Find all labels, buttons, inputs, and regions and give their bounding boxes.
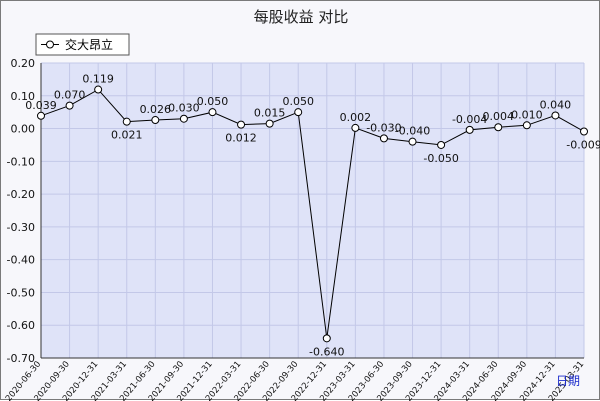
legend-box	[35, 33, 130, 56]
y-tick-label: -0.10	[7, 155, 35, 168]
y-tick-label: 0.10	[11, 90, 36, 103]
data-label: 0.026	[140, 103, 172, 116]
data-point	[294, 108, 303, 117]
y-tick-label: 0.00	[11, 123, 36, 136]
data-point	[465, 125, 474, 134]
data-label: 0.070	[54, 89, 86, 102]
data-point	[379, 134, 388, 143]
legend-series-label: 交大昂立	[65, 37, 113, 52]
x-axis-name: 日期	[556, 374, 580, 388]
legend: 交大昂立	[35, 33, 130, 56]
y-tick-label: 0.20	[11, 57, 36, 70]
data-point	[94, 85, 103, 94]
data-label: -0.050	[423, 152, 458, 165]
data-label: 0.012	[225, 132, 257, 145]
data-label: 0.010	[511, 108, 543, 121]
data-point	[151, 116, 160, 125]
data-point	[265, 119, 274, 128]
data-point	[580, 127, 588, 136]
data-point	[237, 120, 246, 129]
data-label: 0.004	[483, 110, 515, 123]
legend-marker-swatch	[46, 40, 54, 49]
data-label: 0.050	[197, 95, 229, 108]
data-label: -0.004	[452, 113, 487, 126]
data-label: -0.640	[309, 345, 344, 358]
data-label: 0.021	[111, 129, 143, 142]
data-label: -0.040	[395, 125, 430, 138]
data-point	[37, 111, 45, 120]
data-point	[179, 114, 188, 123]
y-tick-label: -0.30	[7, 221, 35, 234]
data-point	[494, 123, 503, 132]
data-label: 0.039	[25, 99, 57, 112]
y-tick-label: -0.50	[7, 286, 35, 299]
y-tick-label: -0.70	[7, 352, 35, 365]
data-label: 0.050	[282, 95, 314, 108]
data-label: -0.030	[366, 121, 401, 134]
data-label: -0.009	[566, 139, 600, 152]
y-tick-label: -0.20	[7, 188, 35, 201]
plot-area	[41, 63, 584, 358]
y-tick-label: -0.60	[7, 319, 35, 332]
y-tick-label: -0.40	[7, 254, 35, 267]
data-point	[351, 123, 360, 132]
data-point	[122, 117, 131, 126]
chart-title: 每股收益 对比	[254, 8, 349, 26]
data-label: 0.002	[340, 111, 372, 124]
data-point	[551, 111, 560, 120]
data-label: 0.015	[254, 107, 286, 120]
data-point	[208, 108, 217, 117]
data-label: 0.030	[168, 102, 200, 115]
series-line	[40, 88, 585, 339]
data-point	[437, 140, 446, 149]
data-point	[322, 334, 331, 343]
data-point	[65, 101, 74, 110]
data-label: 0.040	[540, 98, 572, 111]
data-point	[522, 121, 531, 130]
data-label: 0.119	[82, 73, 114, 86]
data-point	[408, 137, 417, 146]
